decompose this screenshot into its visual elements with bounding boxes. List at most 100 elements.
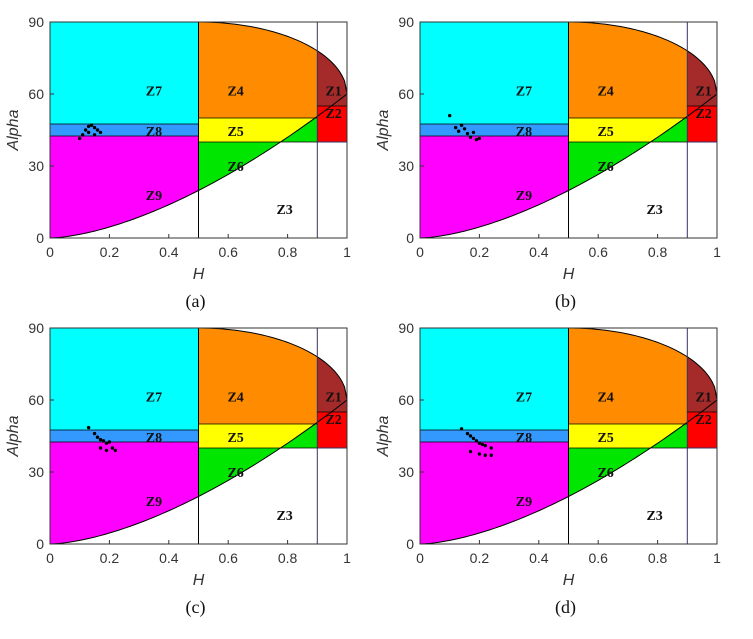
zone-z9 [420,442,569,544]
data-point [456,129,461,133]
zone-label-z2: Z2 [695,107,711,122]
x-tick-label: 0.2 [100,550,120,566]
data-point [477,441,482,445]
zone-label-z5: Z5 [597,431,613,446]
zone-label-z5: Z5 [597,125,613,140]
zone-label-z7: Z7 [146,390,162,405]
x-tick-label: 0.8 [648,244,668,260]
zone-z1 [687,356,717,412]
zone-label-z3: Z3 [276,203,292,218]
zone-label-z1: Z1 [325,84,341,99]
x-tick-label: 0.2 [470,244,490,260]
panel-caption: (a) [186,291,206,312]
y-axis-label: Alpha [5,415,22,457]
data-point [471,436,476,441]
zone-label-z1: Z1 [695,390,711,405]
y-tick-label: 0 [406,230,414,246]
data-point [98,446,103,450]
upper-boundary-curve [198,21,348,95]
y-tick-label: 0 [406,536,414,552]
x-tick-label: 0.4 [159,550,179,566]
zone-z9 [50,442,199,544]
chart-panel-a: Z1 Z2 Z3 Z4 Z5 Z6 Z7 Z8 Z9 0 0.2 0.4 0.6 0.8 1 0 30 60 90 H… [5,14,351,312]
zone-label-z2: Z2 [695,413,711,428]
zone-z5 [568,118,688,142]
data-point [489,453,493,457]
data-point [474,137,479,142]
zone-label-z6: Z6 [227,160,243,175]
zone-label-z7: Z7 [516,390,532,405]
y-tick-label: 30 [28,464,44,480]
y-tick-label: 90 [398,14,414,30]
data-point [89,123,94,127]
chart-panel-c: Z1 Z2 Z3 Z4 Z5 Z6 Z7 Z8 Z9 0 0.2 0.4 0.6 0.8 1 0 30 60 90 H… [5,320,351,618]
data-point [104,448,109,453]
zone-z4 [198,22,318,118]
data-point [86,425,91,430]
zone-label-z9: Z9 [146,495,162,510]
x-tick-label: 0.8 [278,244,298,260]
zone-z2 [317,106,347,142]
zone-z1 [317,50,347,106]
zone-label-z8: Z8 [146,125,162,140]
zone-z2 [687,106,717,142]
x-tick-label: 0.2 [100,244,120,260]
y-tick-label: 0 [36,230,44,246]
zone-z9 [50,136,199,238]
zone-z8 [50,430,199,442]
zone-label-z4: Z4 [227,84,243,99]
data-point [489,446,493,450]
chart-panel-b: Z1 Z2 Z3 Z4 Z5 Z6 Z7 Z8 Z9 0 0.2 0.4 0.6 0.8 1 0 30 60 90 H… [375,14,721,312]
y-axis-label: Alpha [375,415,392,457]
x-tick-label: 0.8 [278,550,298,566]
data-point [474,439,479,443]
zone-label-z6: Z6 [227,466,243,481]
zone-z8 [420,124,569,136]
plot-frame [49,21,348,239]
data-point [113,448,118,453]
y-tick-label: 0 [36,536,44,552]
x-axis-label: H [563,266,575,283]
zone-z2 [687,412,717,448]
zone-z7 [50,22,199,124]
data-point [83,128,88,132]
data-point [468,135,473,139]
data-point [95,435,100,439]
x-tick-label: 0.6 [588,244,608,260]
data-point [459,427,464,431]
x-tick-label: 0 [46,550,54,566]
zone-z6 [568,116,688,191]
data-point [483,443,488,448]
zone-label-z7: Z7 [146,84,162,99]
zone-z5 [198,118,318,142]
zone-label-z1: Z1 [695,84,711,99]
y-tick-label: 90 [28,14,44,30]
data-point [110,446,115,450]
y-tick-label: 60 [28,86,44,102]
zone-z8 [50,124,199,136]
zone-z4 [568,22,688,118]
y-tick-label: 90 [398,320,414,336]
y-axis-label: Alpha [5,109,22,151]
data-point [86,124,91,129]
data-point [98,130,103,135]
data-point [92,431,97,436]
x-tick-label: 1 [713,550,721,566]
data-point [95,128,100,132]
zone-label-z3: Z3 [276,509,292,524]
x-axis-label: H [193,572,205,589]
panel-caption: (c) [186,597,206,618]
y-tick-label: 60 [398,86,414,102]
y-axis-label: Alpha [375,109,392,151]
data-point [468,449,473,454]
zone-z6 [198,422,318,497]
y-tick-label: 90 [28,320,44,336]
upper-boundary-curve [568,327,718,401]
plot-frame [49,327,348,545]
data-point [465,131,470,136]
zone-label-z3: Z3 [646,509,662,524]
zone-label-z9: Z9 [516,189,532,204]
y-tick-label: 60 [28,392,44,408]
data-point [86,130,91,135]
zone-label-z4: Z4 [597,390,613,405]
